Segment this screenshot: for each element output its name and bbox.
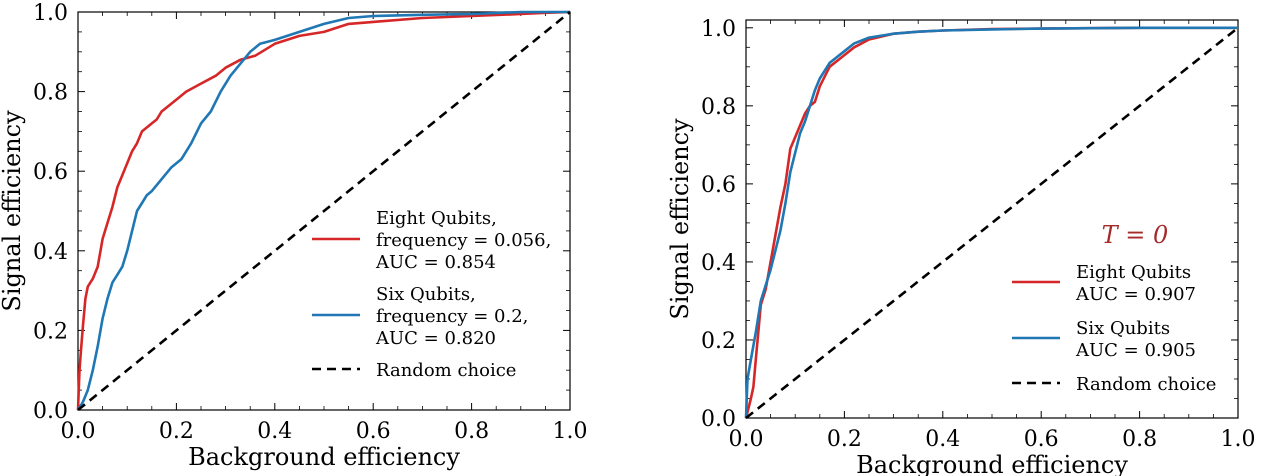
series-line-1 (76, 10, 570, 411)
y-tick-label: 0.4 (33, 240, 68, 265)
x-tick-label: 1.0 (1221, 427, 1256, 452)
x-tick-label: 0.2 (827, 427, 862, 452)
x-tick-label: 1.0 (553, 419, 588, 444)
x-axis-label: Background efficiency (188, 443, 460, 471)
y-tick-label: 1.0 (33, 1, 68, 26)
legend-label: Six Qubits (1076, 318, 1170, 339)
series-line-2 (77, 10, 571, 412)
y-tick-label: 0.8 (701, 95, 736, 120)
x-tick-label: 0.8 (1122, 427, 1157, 452)
y-axis-label: Signal efficiency (666, 118, 694, 320)
y-tick-label: 0.0 (701, 407, 736, 432)
y-tick-label: 0.6 (701, 173, 736, 198)
y-axis-label: Signal efficiency (0, 110, 26, 312)
legend-label: AUC = 0.907 (1075, 284, 1196, 305)
x-tick-label: 0.0 (729, 427, 764, 452)
series-line-1 (744, 26, 1238, 419)
x-axis-label: Background efficiency (856, 451, 1128, 476)
y-tick-label: 0.8 (33, 81, 68, 106)
roc-chart-right: 0.0 0.2 0.4 0.6 0.8 1.0 0.0 0.2 0.4 0.6 0.8 1.0 Back… (666, 17, 1256, 476)
x-tick-label: 0.8 (454, 419, 489, 444)
x-tick-label: 0.6 (356, 419, 391, 444)
legend-label: AUC = 0.854 (375, 252, 496, 273)
legend-label: frequency = 0.2, (376, 306, 528, 327)
legend-label: Random choice (1076, 374, 1216, 395)
legend-label: Six Qubits, (376, 284, 476, 305)
x-tick-label: 0.4 (257, 419, 292, 444)
legend-label: AUC = 0.905 (1075, 340, 1196, 361)
y-tick-label: 1.0 (701, 17, 736, 42)
legend-label: frequency = 0.056, (376, 230, 551, 251)
y-tick-label: 0.4 (701, 251, 736, 276)
legend-label: Random choice (376, 360, 516, 381)
legend-label: Eight Qubits (1076, 262, 1191, 283)
x-tick-label: 0.0 (61, 419, 96, 444)
y-tick-label: 0.2 (33, 319, 68, 344)
y-tick-label: 0.2 (701, 329, 736, 354)
x-tick-label: 0.6 (1024, 427, 1059, 452)
x-tick-label: 0.4 (925, 427, 960, 452)
roc-chart-left: 0.0 0.2 0.4 0.6 0.8 1.0 0.0 0.2 0.4 0.6 0.8 1.0 Back… (0, 1, 588, 471)
series-line-0 (76, 10, 571, 411)
x-tick-label: 0.2 (159, 419, 194, 444)
legend-label: Eight Qubits, (376, 208, 497, 229)
legend-label: AUC = 0.820 (375, 328, 496, 349)
annotation-label: T = 0 (1102, 221, 1169, 249)
y-tick-label: 0.6 (33, 160, 68, 185)
y-tick-label: 0.0 (33, 399, 68, 424)
